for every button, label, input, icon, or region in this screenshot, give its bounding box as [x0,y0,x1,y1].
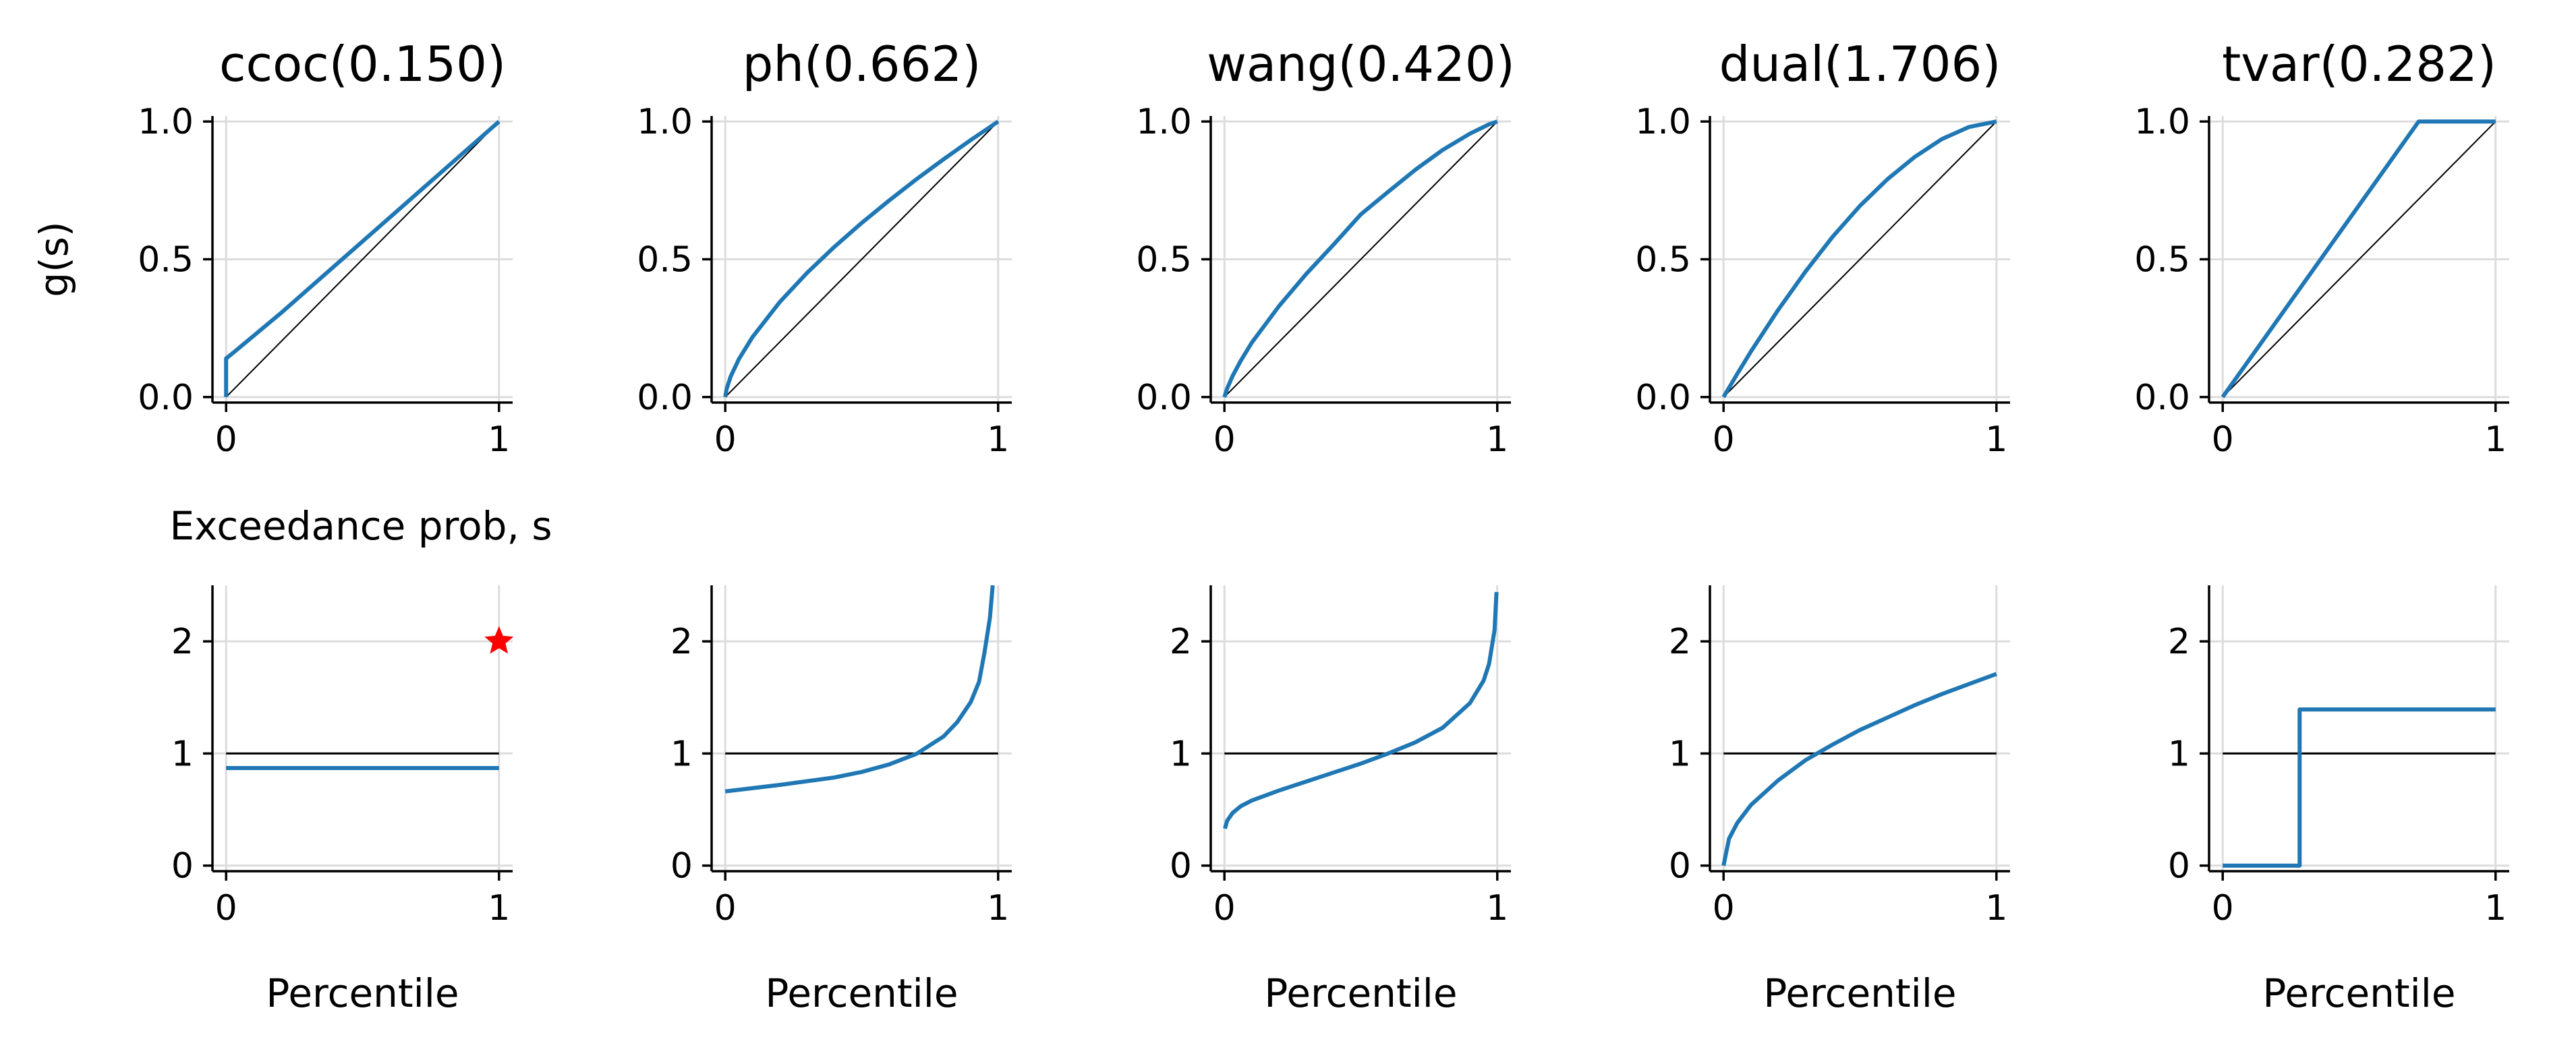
y-tick-label: 0.0 [2134,378,2190,418]
panel-density-3: 0 1 0 1 2 Percentile [1170,585,1511,1016]
panel-title: tvar(0.282) [2222,36,2496,92]
panel-distortion-1: 0 1 0.0 0.5 1.0 ccoc(0.150) g(s) Exceedance pro… [31,36,552,549]
x-tick-label: 1 [2484,419,2507,460]
series-line [1222,119,1498,398]
diagonal-reference-line [724,121,999,398]
x-tick-label: 1 [1486,888,1508,929]
y-tick-label: 1.0 [637,102,693,142]
y-tick-label: 0.5 [637,240,693,281]
panel-distortion-2: 0 1 0.0 0.5 1.0 ph(0.662) [637,36,1012,460]
series-line [724,585,995,794]
series-line [1721,672,1997,866]
y-tick-label: 0 [2168,846,2190,887]
y-tick-label: 0.5 [138,240,194,281]
series-line [1721,119,1997,399]
y-tick-label: 0.5 [1136,240,1192,281]
panel-title: wang(0.420) [1207,36,1515,92]
y-tick-label: 1.0 [1136,102,1192,142]
y-tick-label: 1.0 [1635,102,1691,142]
y-axis-label: g(s) [31,221,77,297]
x-tick-label: 0 [2212,888,2234,929]
panel-density-4: 0 1 0 1 2 Percentile [1669,585,2010,1016]
diagonal-reference-line [1723,121,1997,398]
x-axis-label: Exceedance prob, s [169,503,552,549]
y-tick-label: 2 [1669,622,1691,662]
y-tick-label: 0 [670,846,693,887]
series-line [224,119,500,397]
y-tick-label: 0 [1669,846,1691,887]
series-line [1223,591,1499,829]
x-tick-label: 1 [1486,419,1508,460]
y-tick-label: 2 [2168,622,2190,662]
series-line [723,119,1000,398]
series-line [2221,119,2496,399]
y-tick-label: 2 [670,622,693,662]
x-tick-label: 0 [1213,419,1236,460]
x-tick-label: 1 [1985,419,2007,460]
y-tick-label: 1 [1170,734,1192,774]
y-tick-label: 0.0 [637,378,693,418]
x-axis-label: Percentile [1264,970,1457,1016]
y-tick-label: 1.0 [138,102,194,142]
y-tick-label: 2 [171,622,194,662]
x-tick-label: 0 [714,888,737,929]
x-tick-label: 0 [1713,419,1735,460]
x-tick-label: 0 [215,888,237,929]
y-tick-label: 1.0 [2134,102,2190,142]
y-tick-label: 2 [1170,622,1192,662]
y-tick-label: 1 [171,734,194,774]
x-axis-label: Percentile [2262,970,2455,1016]
diagonal-reference-line [225,121,500,398]
x-tick-label: 1 [488,888,510,929]
panel-title: ph(0.662) [743,36,981,92]
panel-distortion-3: 0 1 0.0 0.5 1.0 wang(0.420) [1136,36,1515,460]
star-marker [484,626,514,654]
x-tick-label: 1 [1985,888,2007,929]
x-axis-label: Percentile [266,970,459,1016]
x-tick-label: 1 [987,888,1009,929]
panel-title: dual(1.706) [1719,36,2001,92]
y-tick-label: 0.0 [1136,378,1192,418]
y-tick-label: 0.0 [1635,378,1691,418]
x-axis-label: Percentile [1763,970,1956,1016]
x-tick-label: 0 [1713,888,1735,929]
y-tick-label: 0.5 [2134,240,2190,281]
y-tick-label: 0 [1170,846,1192,887]
x-tick-label: 1 [488,419,510,460]
y-tick-label: 0 [171,846,194,887]
panel-distortion-4: 0 1 0.0 0.5 1.0 dual(1.706) [1635,36,2010,460]
x-tick-label: 0 [1213,888,1236,929]
x-tick-label: 1 [987,419,1009,460]
series-line [2223,707,2496,868]
x-axis-label: Percentile [765,970,958,1016]
x-tick-label: 0 [215,419,237,460]
diagonal-reference-line [2222,121,2496,398]
panel-distortion-5: 0 1 0.0 0.5 1.0 tvar(0.282) [2134,36,2509,460]
y-tick-label: 0.0 [138,378,194,418]
y-tick-label: 1 [1669,734,1691,774]
panel-title: ccoc(0.150) [219,36,506,92]
y-tick-label: 0.5 [1635,240,1691,281]
x-tick-label: 0 [714,419,737,460]
diagonal-reference-line [1224,121,1498,398]
panel-density-1: 0 1 0 1 2 Percentile [171,585,514,1016]
x-tick-label: 1 [2484,888,2507,929]
x-tick-label: 0 [2212,419,2234,460]
y-tick-label: 1 [2168,734,2190,774]
panel-density-5: 0 1 0 1 2 Percentile [2168,585,2509,1016]
panel-density-2: 0 1 0 1 2 Percentile [670,585,1012,1016]
y-tick-label: 1 [670,734,693,774]
